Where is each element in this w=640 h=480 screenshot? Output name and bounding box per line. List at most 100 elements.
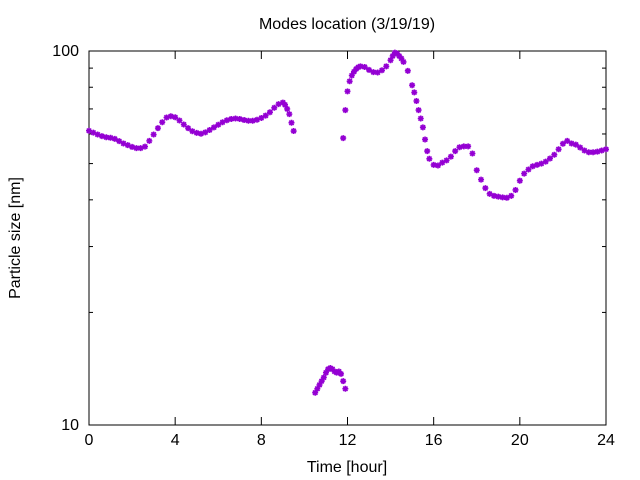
data-point — [398, 55, 405, 62]
x-axis-label: Time [hour] — [307, 459, 387, 476]
data-point — [366, 66, 373, 73]
data-point — [465, 143, 472, 150]
data-point — [456, 144, 463, 151]
data-point — [594, 148, 601, 155]
data-point — [342, 385, 349, 392]
data-point — [559, 140, 566, 147]
data-point — [98, 133, 105, 140]
data-point — [228, 115, 235, 122]
data-point — [249, 117, 256, 124]
data-point — [340, 135, 347, 142]
data-point — [338, 370, 345, 377]
data-point — [176, 117, 183, 124]
data-point — [329, 366, 336, 373]
data-point — [555, 146, 562, 153]
plot-area: 0 4 8 12 16 20 24 10 100 — [52, 43, 615, 449]
data-point — [572, 141, 579, 148]
data-point — [374, 69, 381, 76]
data-point — [430, 161, 437, 168]
data-point — [355, 64, 362, 71]
data-point — [159, 119, 166, 126]
data-point — [394, 50, 401, 57]
data-point — [284, 105, 291, 112]
data-point — [473, 167, 480, 174]
data-point — [206, 126, 213, 133]
data-point — [542, 158, 549, 165]
data-point — [111, 135, 118, 142]
data-point — [232, 115, 239, 122]
chart-title: Modes location (3/19/19) — [259, 16, 435, 33]
data-point — [590, 149, 597, 156]
data-point — [350, 68, 357, 75]
data-point — [525, 166, 532, 173]
data-point — [198, 130, 205, 137]
x-tick-label: 24 — [597, 432, 615, 449]
data-point — [452, 148, 459, 155]
data-point — [419, 124, 426, 131]
data-point — [516, 177, 523, 184]
data-point — [163, 114, 170, 121]
data-point — [236, 115, 243, 122]
data-point — [129, 143, 136, 150]
data-point — [411, 89, 418, 96]
data-point — [133, 145, 140, 152]
data-point — [551, 151, 558, 158]
data-point — [482, 185, 489, 192]
data-point — [434, 162, 441, 169]
data-point — [460, 143, 467, 150]
x-tick-label: 20 — [511, 432, 529, 449]
data-point — [413, 98, 420, 105]
data-point — [219, 119, 226, 126]
data-point — [422, 136, 429, 143]
data-point — [585, 149, 592, 156]
data-point — [426, 155, 433, 162]
data-point — [318, 378, 325, 385]
data-point — [335, 368, 342, 375]
data-point — [389, 52, 396, 59]
data-point — [215, 121, 222, 128]
data-point — [103, 134, 110, 141]
data-point — [210, 124, 217, 131]
data-point — [603, 146, 609, 153]
data-point — [383, 63, 390, 70]
data-point — [538, 160, 545, 167]
data-point — [529, 163, 536, 170]
data-point — [568, 140, 575, 147]
data-point — [396, 52, 403, 59]
data-point — [387, 57, 394, 64]
data-point — [180, 121, 187, 128]
data-point — [254, 116, 261, 123]
data-point — [275, 101, 282, 108]
data-point — [137, 145, 144, 152]
data-point — [322, 369, 329, 376]
data-point — [286, 111, 293, 118]
data-point — [245, 117, 252, 124]
data-point — [288, 119, 295, 126]
data-point — [378, 67, 385, 74]
data-point — [107, 134, 114, 141]
x-tick-label: 16 — [425, 432, 443, 449]
data-point — [167, 113, 174, 120]
data-point — [146, 137, 153, 144]
data-point — [424, 148, 431, 155]
data-point — [391, 49, 398, 56]
data-point — [86, 127, 92, 134]
data-point — [443, 157, 450, 164]
x-tick-label: 4 — [171, 432, 180, 449]
data-point — [94, 131, 101, 138]
data-point — [185, 125, 192, 132]
data-point — [154, 125, 161, 132]
data-point — [258, 114, 265, 121]
data-point — [316, 381, 323, 388]
plot-frame — [88, 50, 607, 426]
data-point — [342, 107, 349, 114]
data-point — [581, 147, 588, 154]
data-point — [521, 170, 528, 177]
data-point — [320, 374, 327, 381]
data-point — [344, 88, 351, 95]
data-point — [404, 67, 411, 74]
data-point — [469, 150, 476, 157]
data-point — [417, 115, 424, 122]
data-point — [202, 129, 209, 136]
data-point — [189, 128, 196, 135]
